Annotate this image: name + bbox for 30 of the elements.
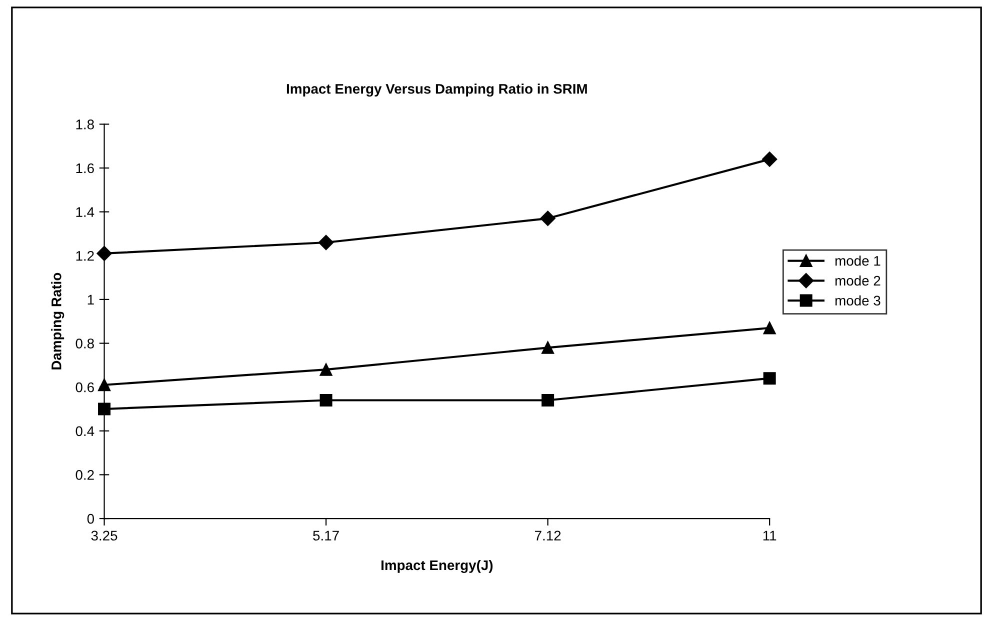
x-tick-label: 11 xyxy=(763,530,776,540)
point xyxy=(320,394,332,406)
point xyxy=(540,210,556,226)
y-tick-label: 0.6 xyxy=(76,382,94,392)
y-tick-label: 1.4 xyxy=(76,207,94,217)
x-axis-title: Impact Energy(J) xyxy=(382,560,493,573)
legend-label: mode 2 xyxy=(835,275,880,286)
x-tick-label: 3.25 xyxy=(91,530,118,541)
legend-label: mode 1 xyxy=(835,256,880,266)
point xyxy=(763,372,776,385)
y-tick-label: 0.8 xyxy=(76,338,94,348)
chart-title: Impact Energy Versus Damping Ratio in SRIM xyxy=(286,84,587,97)
y-tick-label: 1 xyxy=(88,294,94,304)
point xyxy=(320,363,332,376)
y-tick-label: 1.6 xyxy=(76,163,94,174)
point xyxy=(96,246,112,262)
point xyxy=(542,341,554,354)
point xyxy=(762,152,778,167)
point xyxy=(318,234,334,250)
y-axis-title: Damping Ratio xyxy=(51,272,64,370)
y-tick-label: 1.2 xyxy=(76,250,94,261)
point xyxy=(542,394,554,406)
x-tick-label: 5.17 xyxy=(313,530,339,541)
y-tick-label: 1.8 xyxy=(76,120,94,130)
point xyxy=(763,322,776,334)
legend-label: mode 3 xyxy=(835,295,880,306)
x-tick-label: 7.12 xyxy=(535,530,561,540)
y-tick-label: 0.2 xyxy=(76,470,94,480)
y-tick-label: 0.4 xyxy=(76,426,94,436)
y-tick-label: 0 xyxy=(87,514,94,524)
